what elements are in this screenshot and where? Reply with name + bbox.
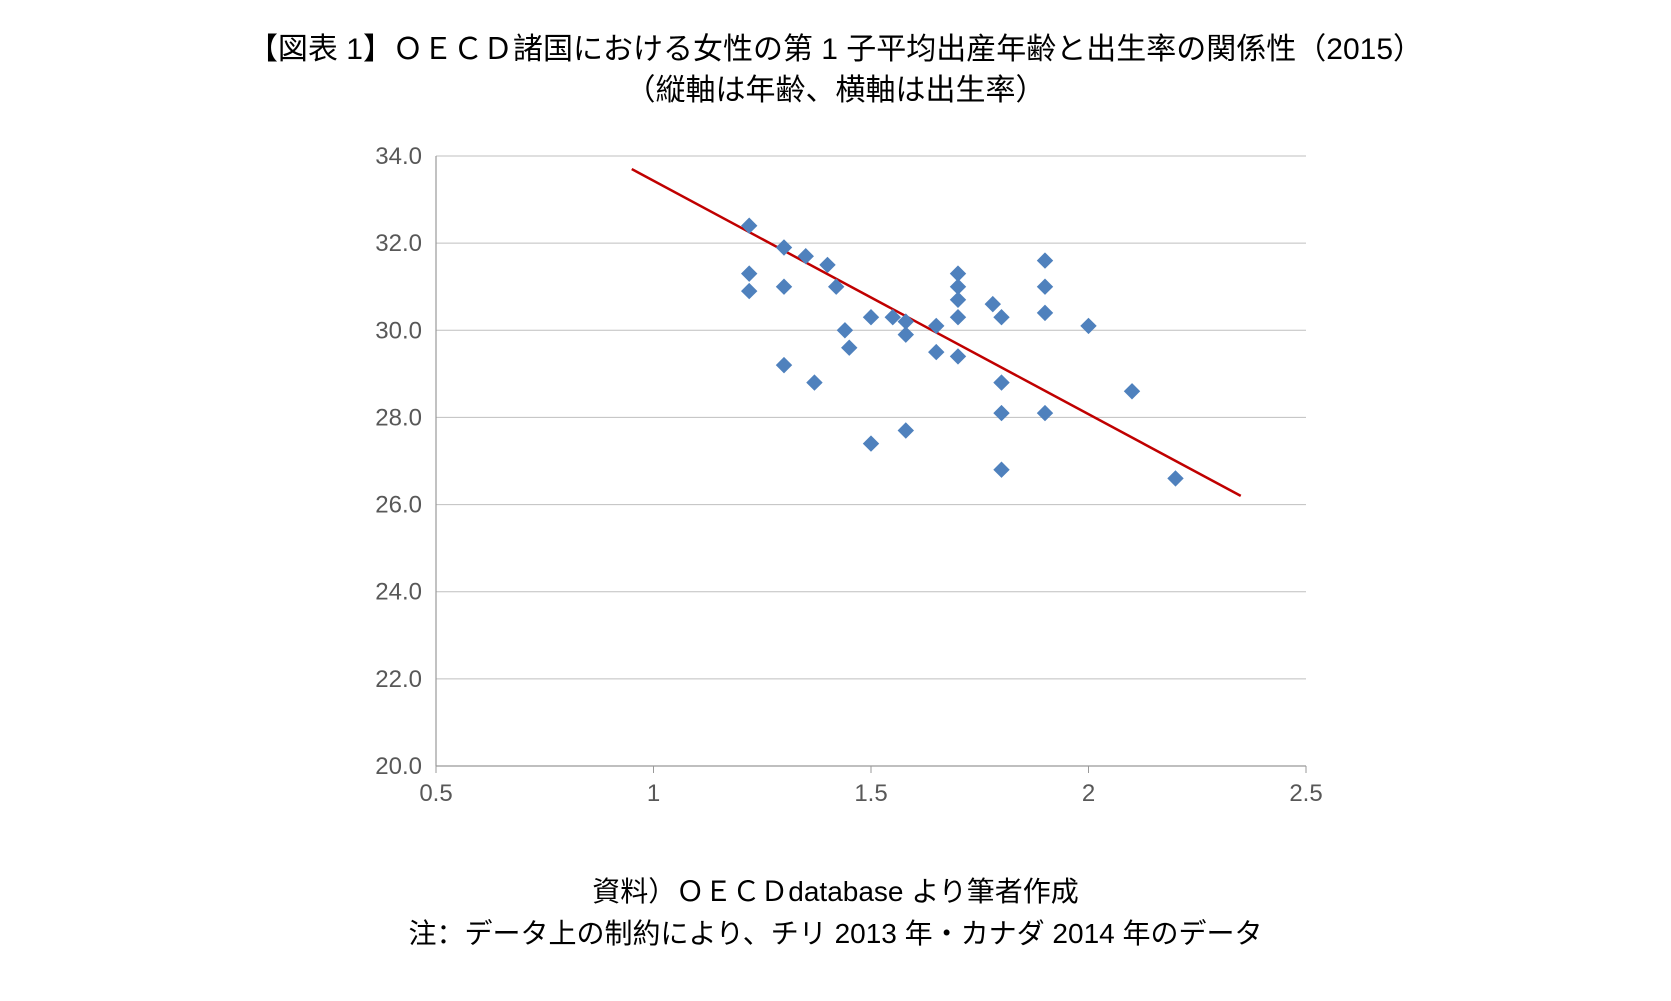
- chart-footer-block: 資料）ＯＥＣＤdatabase より筆者作成 注：データ上の制約により、チリ 2…: [0, 871, 1671, 955]
- y-tick-label: 22.0: [375, 666, 422, 693]
- y-tick-label: 34.0: [375, 143, 422, 170]
- chart-background: [336, 126, 1336, 846]
- y-tick-label: 32.0: [375, 230, 422, 257]
- x-tick-label: 1: [646, 780, 659, 807]
- y-tick-label: 26.0: [375, 492, 422, 519]
- scatter-chart: 20.0 22.0 24.0 26.0 28.0 30.0 32.0 34.0 0.5 1 1.5 2…: [336, 126, 1336, 846]
- y-tick-label: 28.0: [375, 404, 422, 431]
- chart-title-line-2: （縦軸は年齢、横軸は出生率）: [0, 71, 1671, 112]
- y-tick-label: 20.0: [375, 753, 422, 780]
- x-tick-label: 0.5: [419, 780, 452, 807]
- chart-source-line: 資料）ＯＥＣＤdatabase より筆者作成: [0, 871, 1671, 913]
- chart-title-line-1: 【図表 1】ＯＥＣＤ諸国における女性の第 1 子平均出産年齢と出生率の関係性（2…: [0, 30, 1671, 71]
- y-tick-label: 30.0: [375, 317, 422, 344]
- chart-title-block: 【図表 1】ＯＥＣＤ諸国における女性の第 1 子平均出産年齢と出生率の関係性（2…: [0, 30, 1671, 111]
- x-tick-label: 1.5: [854, 780, 887, 807]
- chart-container: 20.0 22.0 24.0 26.0 28.0 30.0 32.0 34.0 0.5 1 1.5 2…: [336, 126, 1336, 846]
- chart-note-line: 注：データ上の制約により、チリ 2013 年・カナダ 2014 年のデータ: [0, 913, 1671, 955]
- page-root: 【図表 1】ＯＥＣＤ諸国における女性の第 1 子平均出産年齢と出生率の関係性（2…: [0, 0, 1671, 1001]
- y-tick-label: 24.0: [375, 579, 422, 606]
- x-tick-label: 2.5: [1289, 780, 1322, 807]
- x-tick-label: 2: [1081, 780, 1094, 807]
